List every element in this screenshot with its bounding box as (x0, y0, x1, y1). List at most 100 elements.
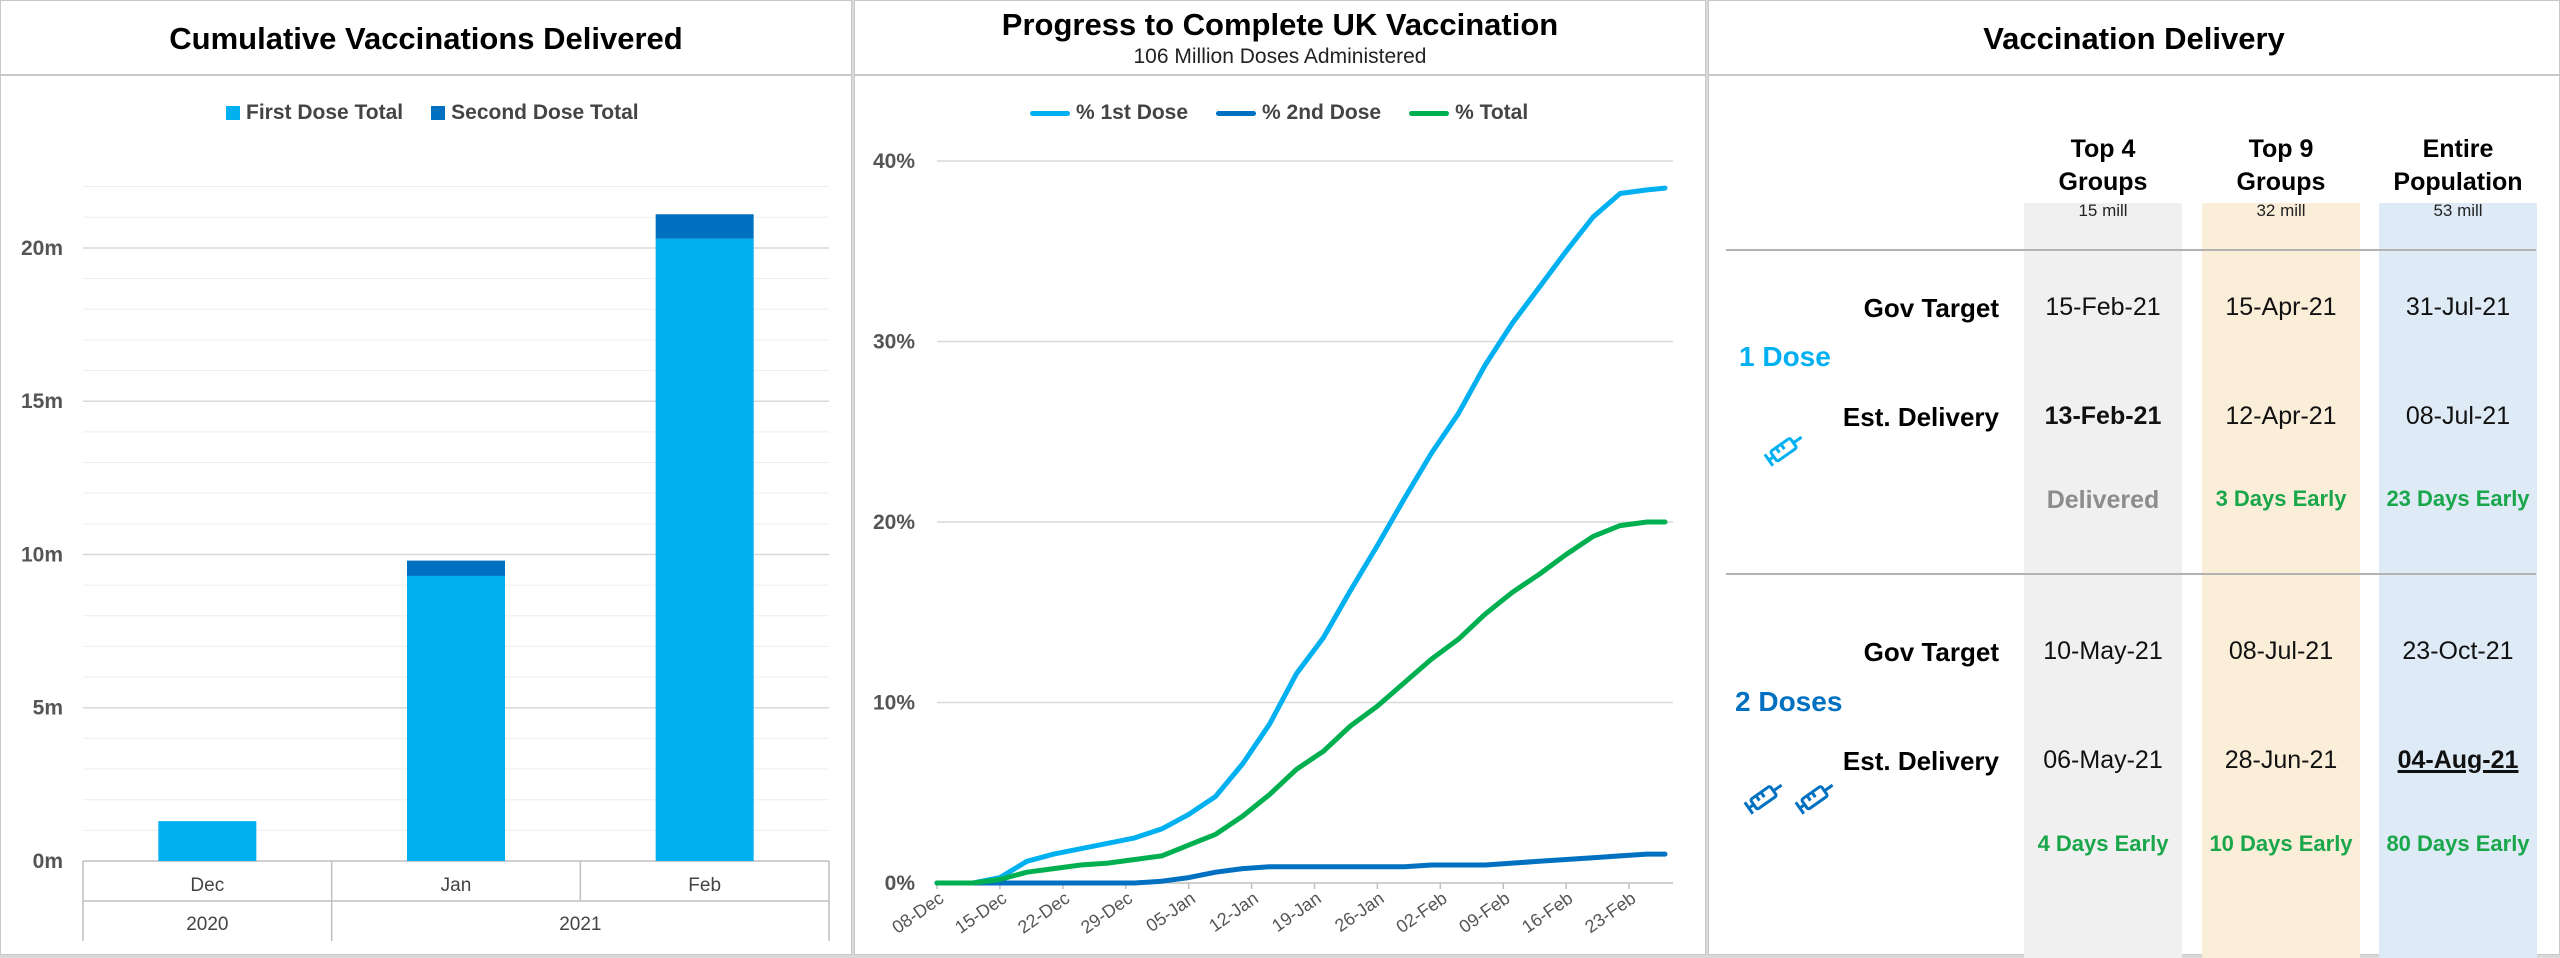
x-category-label: Dec (190, 875, 224, 896)
header-top4-sub: 15 mill (2078, 201, 2128, 220)
x-tick-label: 22-Dec (1014, 888, 1073, 938)
legend-1st-dose: % 1st Dose (1030, 101, 1188, 125)
header-entire-line1: Entire (2422, 135, 2494, 163)
legend-2nd-dose: % 2nd Dose (1216, 101, 1381, 125)
g1-status-top9: 3 Days Early (2215, 486, 2347, 511)
y-tick-label: 20m (21, 237, 63, 260)
legend-1st-label: % 1st Dose (1076, 101, 1189, 124)
y-tick-label: 30% (873, 331, 915, 354)
g1-status-top4: Delivered (2046, 486, 2160, 514)
mid-panel-body: % 1st Dose % 2nd Dose % Total 0% 10% 20% 30… (854, 75, 1706, 955)
g1-gov-target-top9: 15-Apr-21 (2225, 293, 2337, 321)
y-tick-label: 5m (33, 697, 63, 720)
syringe-icon (1763, 435, 1803, 467)
x-tick-label: 29-Dec (1077, 888, 1136, 938)
left-panel-body: First Dose Total Second Dose Total 0m 5m 1… (0, 75, 852, 955)
header-top4-line2: Groups (2058, 168, 2148, 196)
syringe-icon (1794, 783, 1834, 815)
g2-status-top9: 10 Days Early (2209, 831, 2353, 856)
y-tick-label: 10m (21, 543, 63, 566)
y-tick-label: 10% (873, 692, 915, 715)
legend-total-line (1409, 110, 1450, 116)
x-group-label: 2021 (559, 914, 601, 935)
g1-gov-target-label: Gov Target (1863, 293, 1999, 323)
g2-status-top4: 4 Days Early (2037, 831, 2169, 856)
line-2nd-dose (934, 851, 1668, 886)
column-header-top4: Top 4 Groups 15 mill (2023, 133, 2183, 223)
mid-panel-header: Progress to Complete UK Vaccination 106 … (854, 0, 1706, 75)
x-category-label: Feb (688, 875, 721, 896)
bar-first-dose (407, 575, 505, 861)
divider-groups (1726, 573, 2536, 575)
bar-first-dose (655, 238, 754, 861)
x-tick-label: 19-Jan (1268, 888, 1325, 936)
column-bg-top4 (2024, 203, 2182, 958)
column-header-top9: Top 9 Groups 32 mill (2201, 133, 2361, 223)
x-tick-label: 16-Feb (1518, 888, 1576, 937)
g2-gov-target-top4: 10-May-21 (2043, 637, 2163, 665)
g1-gov-target-entire: 31-Jul-21 (2405, 293, 2511, 321)
g1-est-delivery-top9: 12-Apr-21 (2225, 402, 2337, 430)
line-total (934, 519, 1668, 886)
left-panel-header: Cumulative Vaccinations Delivered (0, 0, 852, 75)
g1-est-delivery-entire: 08-Jul-21 (2405, 402, 2511, 430)
legend-2nd-line (1216, 110, 1257, 116)
bar-first-dose (158, 821, 257, 861)
legend-total-label: % Total (1455, 101, 1529, 124)
legend-total: % Total (1409, 101, 1528, 125)
y-tick-label: 20% (873, 511, 915, 534)
syringe-icon (1743, 783, 1783, 815)
x-tick-label: 09-Feb (1455, 888, 1513, 937)
g2-gov-target-top9: 08-Jul-21 (2228, 637, 2334, 665)
column-bg-top9 (2202, 203, 2360, 958)
divider-header (1726, 249, 2536, 251)
legend-1st-line (1030, 110, 1070, 116)
g2-status-entire: 80 Days Early (2386, 831, 2530, 856)
legend-second-dose: Second Dose Total (431, 101, 639, 125)
legend-first-label: First Dose Total (246, 101, 404, 124)
x-category-label: Jan (441, 875, 472, 896)
header-top9-line2: Groups (2236, 168, 2326, 196)
right-panel-title: Vaccination Delivery (1983, 21, 2285, 56)
mid-chart-subtitle: 106 Million Doses Administered (1133, 45, 1427, 68)
x-tick-label: 08-Dec (888, 888, 947, 938)
column-header-entire: Entire Population 53 mill (2378, 133, 2538, 223)
header-top9-sub: 32 mill (2256, 201, 2306, 220)
legend-first-swatch (226, 106, 240, 120)
y-tick-label: 0m (33, 850, 63, 873)
x-tick-label: 23-Feb (1581, 888, 1639, 937)
legend-second-swatch (431, 106, 446, 120)
g2-gov-target-label: Gov Target (1863, 637, 1999, 667)
header-top9-line1: Top 9 (2248, 135, 2314, 163)
x-tick-label: 02-Feb (1392, 888, 1450, 937)
right-panel-body: Top 4 Groups 15 mill Top 9 Groups 32 mil… (1708, 75, 2560, 958)
legend-first-dose: First Dose Total (226, 101, 403, 125)
bar-chart: 0m 5m 10m 15m 20m Dec Jan Feb 2020 2021 (21, 186, 830, 941)
bar-legend: First Dose Total Second Dose Total (226, 101, 639, 125)
line-legend: % 1st Dose % 2nd Dose % Total (1030, 101, 1528, 125)
x-tick-label: 12-Jan (1205, 888, 1262, 936)
group-1-dose-label: 1 Dose (1739, 341, 1831, 372)
g2-est-delivery-top4: 06-May-21 (2043, 746, 2163, 774)
header-entire-sub: 53 mill (2433, 201, 2483, 220)
x-group-label: 2020 (186, 914, 228, 935)
line-chart: 0% 10% 20% 30% 40% 08-Dec 15-Dec 22-Dec 29-Dec 05… (873, 150, 1673, 938)
mid-chart-title: Progress to Complete UK Vaccination (1001, 7, 1559, 42)
x-tick-label: 26-Jan (1331, 888, 1388, 936)
y-tick-label: 40% (873, 150, 915, 173)
y-tick-label: 15m (21, 390, 63, 413)
bar-second-dose (655, 214, 754, 239)
x-tick-label: 15-Dec (951, 888, 1010, 938)
g1-est-delivery-top4: 13-Feb-21 (2044, 402, 2162, 430)
right-panel-header: Vaccination Delivery (1708, 0, 2560, 75)
column-bg-entire (2379, 203, 2537, 958)
legend-2nd-label: % 2nd Dose (1262, 101, 1382, 124)
g2-est-delivery-top9: 28-Jun-21 (2224, 746, 2338, 774)
g2-gov-target-entire: 23-Oct-21 (2402, 637, 2514, 665)
group-2-doses-label: 2 Doses (1735, 686, 1843, 717)
bar-second-dose (407, 560, 505, 576)
g1-est-delivery-label: Est. Delivery (1842, 402, 1999, 432)
y-tick-label: 0% (885, 872, 916, 895)
g1-gov-target-top4: 15-Feb-21 (2045, 293, 2161, 321)
g1-status-entire: 23 Days Early (2386, 486, 2530, 511)
